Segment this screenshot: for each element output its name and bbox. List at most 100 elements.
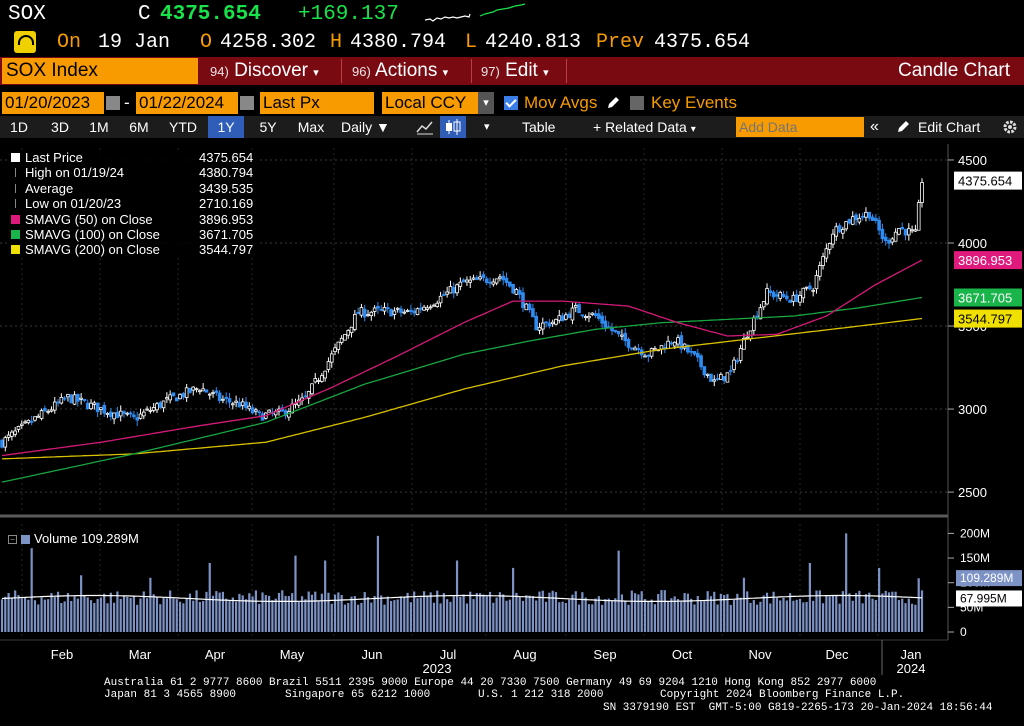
pencil-icon[interactable] (896, 120, 910, 134)
candle-body (587, 315, 591, 319)
volume-bar (713, 591, 716, 632)
candle-body (19, 423, 24, 426)
security-field[interactable]: SOX Index (2, 58, 198, 84)
volume-tick-label: 0 (960, 625, 967, 639)
price-field-select[interactable]: Last Px (260, 92, 374, 114)
range-button-5y[interactable]: 5Y (259, 119, 277, 135)
discover-label: Discover (234, 60, 308, 81)
volume-bar (686, 593, 689, 632)
candle-body (537, 326, 542, 331)
candle-body (534, 315, 538, 331)
candle-body (82, 398, 87, 402)
expand-icon[interactable]: − (8, 535, 17, 545)
volume-bar (60, 602, 63, 632)
legend-name: Last Price (25, 150, 83, 165)
range-button-3d[interactable]: 3D (51, 119, 69, 135)
legend-item: Last Price 4375.654 (8, 150, 260, 165)
candle-body (39, 410, 44, 419)
candle-body (26, 419, 31, 424)
pencil-icon[interactable] (606, 96, 620, 110)
range-button-1m[interactable]: 1M (89, 119, 109, 135)
last-price-tag-bg (954, 171, 1022, 190)
currency-select[interactable]: Local CCY (382, 92, 478, 114)
volume-bar (129, 598, 132, 632)
actions-menu[interactable]: 96) Actions ▾ (352, 60, 449, 81)
candle-body (867, 211, 872, 219)
candle-body (593, 313, 598, 316)
candle-body (870, 216, 875, 221)
add-data-input[interactable] (736, 117, 864, 137)
line-chart-icon[interactable] (416, 119, 434, 135)
candle-body (349, 326, 354, 334)
legend-name: Low on 01/20/23 (25, 196, 122, 212)
candle-body (165, 397, 169, 400)
volume-bar (663, 590, 666, 632)
date-dash: - (124, 93, 130, 112)
candle-body (395, 307, 400, 310)
discover-menu[interactable]: 94) Discover ▾ (210, 60, 319, 81)
candle-body (702, 366, 707, 376)
price-tick-label: 2500 (958, 485, 987, 500)
volume-bar (762, 595, 765, 632)
volume-bar (139, 598, 142, 632)
candle-body (907, 228, 911, 236)
range-button-6m[interactable]: 6M (129, 119, 149, 135)
volume-bar (673, 596, 676, 632)
candle-body (544, 321, 548, 324)
volume-bar (696, 596, 699, 632)
double-chevron-left-icon[interactable]: « (870, 118, 879, 135)
candle-body (188, 387, 192, 393)
candle-body (817, 265, 822, 277)
range-button-ytd[interactable]: YTD (169, 119, 197, 135)
candle-body (778, 291, 783, 299)
table-button[interactable]: Table (522, 119, 556, 135)
key-events-checkbox[interactable] (630, 96, 644, 110)
change-value: +169.137 (298, 2, 399, 26)
period-select[interactable]: Daily ▼ (341, 119, 390, 135)
chevron-down-icon[interactable]: ▾ (484, 121, 490, 133)
edit-chart-button[interactable]: Edit Chart (918, 119, 981, 135)
volume-bar (914, 604, 917, 632)
volume-bar (380, 595, 383, 632)
candle-body (227, 398, 232, 403)
related-data-button[interactable]: + Related Data ▾ (593, 119, 696, 135)
volume-bar (241, 595, 244, 632)
candle-body (672, 341, 677, 347)
candle-body (76, 393, 80, 402)
chevron-down-icon[interactable]: ▾ (478, 92, 494, 114)
candle-body (115, 411, 120, 419)
start-date-input[interactable]: 01/20/2023 (2, 92, 104, 114)
volume-bar (802, 602, 805, 632)
candle-body (557, 315, 562, 321)
volume-bar (116, 591, 119, 632)
volume-bar (178, 601, 182, 632)
volume-bar (795, 599, 798, 632)
range-button-1d[interactable]: 1D (10, 119, 28, 135)
candle-body (788, 300, 792, 303)
end-date-input[interactable]: 01/22/2024 (136, 92, 238, 114)
candle-body (847, 218, 852, 224)
candle-body (590, 312, 595, 315)
candle-body (333, 347, 337, 353)
volume-bar (192, 600, 195, 632)
candle-body (491, 281, 496, 285)
month-label: Jun (362, 647, 383, 662)
volume-bar (317, 601, 320, 632)
volume-bar (861, 603, 864, 632)
candle-body (540, 322, 545, 330)
gear-icon[interactable] (1002, 119, 1018, 135)
volume-bar (479, 593, 482, 632)
range-button-1y[interactable]: 1Y (208, 116, 244, 138)
open-label: O (200, 30, 213, 54)
calendar-icon[interactable] (106, 96, 120, 110)
year-label: 2024 (897, 661, 926, 675)
mov-avgs-checkbox[interactable] (504, 96, 518, 110)
edit-menu[interactable]: 97) Edit ▾ (481, 60, 549, 81)
range-button-max[interactable]: Max (297, 119, 325, 135)
candle-chart-icon[interactable] (440, 116, 466, 138)
volume-bar (894, 591, 897, 632)
calendar-icon[interactable] (240, 96, 254, 110)
gauge-icon[interactable] (14, 31, 36, 53)
month-label: Jan (901, 647, 922, 662)
volume-bar (261, 592, 264, 632)
